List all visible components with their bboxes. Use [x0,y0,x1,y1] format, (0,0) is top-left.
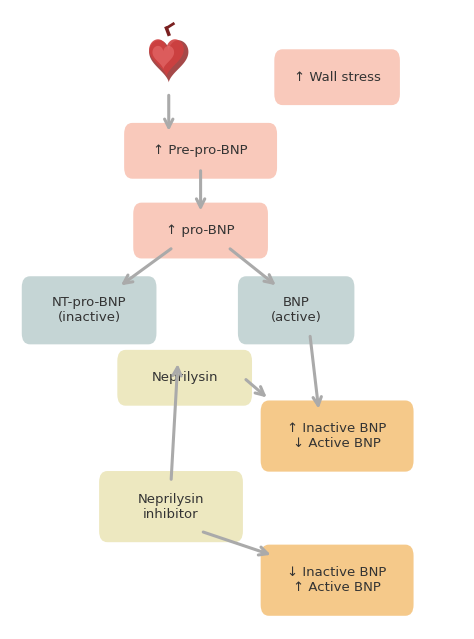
FancyBboxPatch shape [261,401,413,472]
FancyBboxPatch shape [238,276,355,344]
FancyBboxPatch shape [124,123,277,179]
PathPatch shape [149,39,184,77]
PathPatch shape [149,40,188,82]
FancyBboxPatch shape [274,49,400,105]
Text: NT-pro-BNP
(inactive): NT-pro-BNP (inactive) [52,296,127,325]
PathPatch shape [153,46,174,69]
Text: ↑ Inactive BNP
↓ Active BNP: ↑ Inactive BNP ↓ Active BNP [287,422,387,450]
FancyBboxPatch shape [99,471,243,542]
Text: BNP
(active): BNP (active) [271,296,321,325]
Text: Neprilysin: Neprilysin [151,371,218,384]
Text: ↑ Pre-pro-BNP: ↑ Pre-pro-BNP [153,144,248,157]
Text: Neprilysin
inhibitor: Neprilysin inhibitor [138,493,204,521]
Text: ↑ Wall stress: ↑ Wall stress [294,71,381,84]
FancyBboxPatch shape [118,350,252,406]
Text: ↑ pro-BNP: ↑ pro-BNP [166,224,235,237]
FancyBboxPatch shape [133,203,268,258]
FancyBboxPatch shape [261,544,413,616]
Text: ↓ Inactive BNP
↑ Active BNP: ↓ Inactive BNP ↑ Active BNP [287,566,387,594]
FancyBboxPatch shape [22,276,156,344]
